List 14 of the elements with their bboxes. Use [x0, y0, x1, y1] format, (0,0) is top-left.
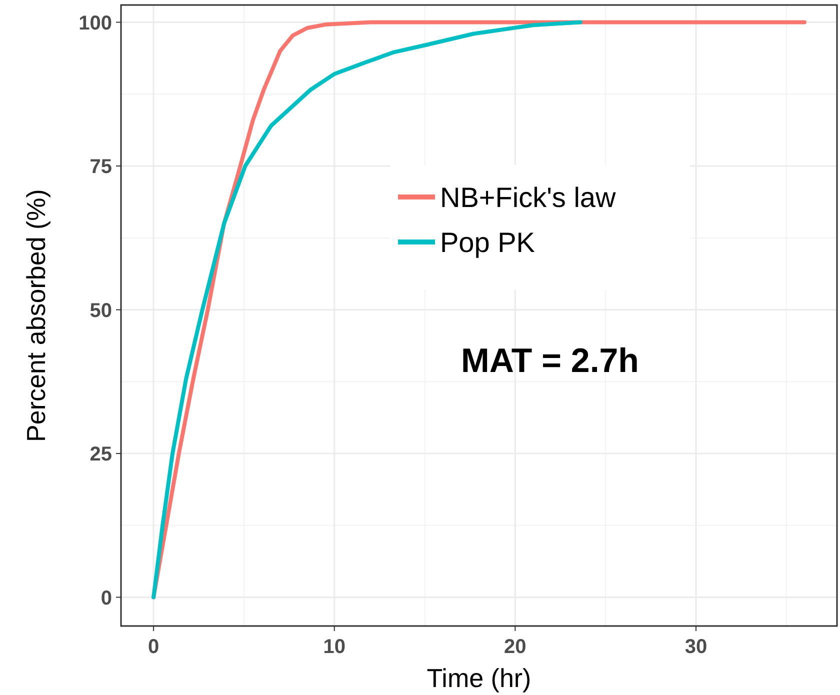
x-tick-label: 20	[504, 636, 526, 658]
y-tick-label: 50	[90, 300, 112, 322]
y-tick-label: 100	[78, 12, 112, 34]
x-tick-label: 10	[323, 636, 346, 658]
y-tick-label: 25	[90, 444, 112, 466]
x-tick-label: 30	[684, 636, 708, 658]
x-axis-title: Time (hr)	[426, 663, 532, 693]
x-tick-label: 0	[148, 636, 160, 658]
y-tick-label: 75	[90, 156, 112, 178]
legend-label: Pop PK	[440, 226, 536, 258]
y-axis-title: Percent absorbed (%)	[21, 189, 51, 442]
y-tick-label: 0	[100, 587, 112, 610]
legend-label: NB+Fick's law	[440, 182, 616, 213]
annotation: MAT = 2.7h	[461, 342, 639, 380]
